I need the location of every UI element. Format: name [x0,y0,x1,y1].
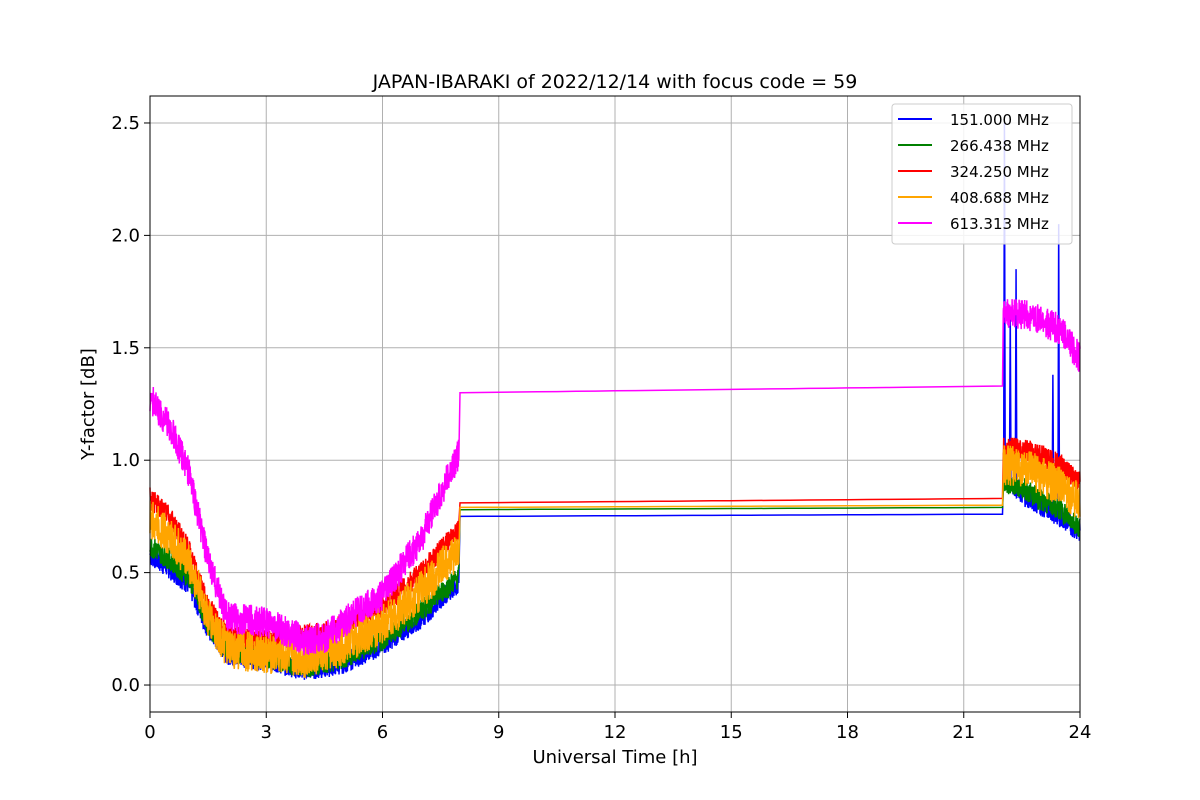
y-tick-label: 1.0 [111,450,140,471]
x-axis-label: Universal Time [h] [532,747,697,768]
ticks: 0 3 6 9 12 15 18 21 24 0.0 0.5 1.0 1.5 2.0 2.5 [111,113,1091,743]
x-tick-label: 3 [261,722,272,743]
chart-title: JAPAN-IBARAKI of 2022/12/14 with focus c… [372,71,858,93]
y-tick-label: 2.5 [111,113,140,134]
x-tick-label: 9 [493,722,504,743]
legend-label: 613.313 MHz [950,215,1049,233]
x-tick-label: 24 [1069,722,1092,743]
plot-area [149,122,1081,680]
y-axis-label: Y-factor [dB] [78,348,99,461]
y-tick-label: 1.5 [111,338,140,359]
y-tick-label: 2.0 [111,225,140,246]
x-tick-label: 18 [836,722,859,743]
series-spike [1014,269,1018,487]
x-tick-label: 0 [144,722,155,743]
x-tick-label: 6 [377,722,388,743]
series-line-3 [149,445,1081,679]
legend-box [891,103,1073,245]
legend-label: 151.000 MHz [950,111,1049,129]
y-tick-label: 0.0 [111,675,140,696]
legend: 151.000 MHz 266.438 MHz 324.250 MHz 408.688… [891,103,1073,245]
legend-label: 408.688 MHz [950,189,1049,207]
series-line-4 [149,299,1081,656]
legend-label: 324.250 MHz [950,163,1049,181]
x-tick-label: 12 [604,722,627,743]
x-tick-label: 21 [952,722,975,743]
legend-label: 266.438 MHz [950,137,1049,155]
x-tick-label: 15 [720,722,743,743]
y-tick-label: 0.5 [111,563,140,584]
